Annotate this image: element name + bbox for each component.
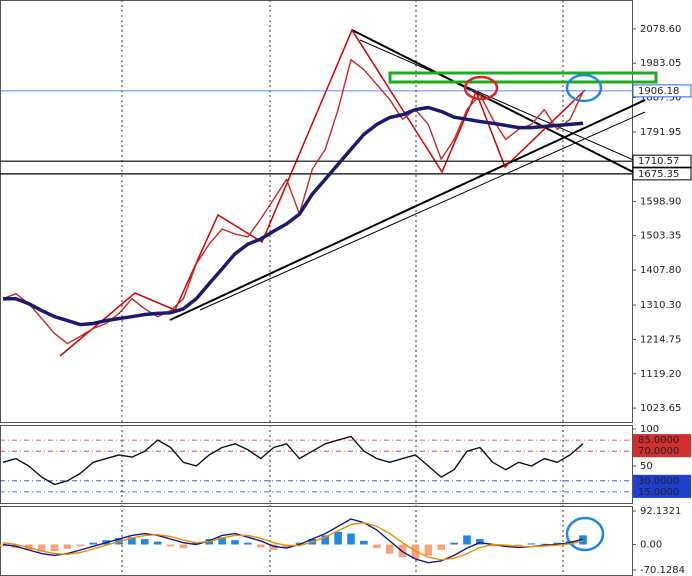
y-tick-label: 1214.75 bbox=[640, 334, 681, 345]
resistance-box bbox=[388, 71, 658, 84]
histogram-bar bbox=[192, 542, 201, 545]
histogram-bar bbox=[321, 535, 330, 545]
y-tick-label: 100 bbox=[640, 424, 659, 435]
histogram-bar bbox=[360, 540, 368, 545]
histogram-bar bbox=[450, 542, 458, 545]
highlight-ellipse bbox=[565, 73, 603, 103]
y-tick-label: 1887.50 bbox=[640, 93, 681, 104]
rsi-panel-frame bbox=[0, 425, 633, 504]
y-tick-label: 1310.30 bbox=[640, 300, 681, 311]
histogram-bar bbox=[476, 539, 484, 545]
trendline bbox=[359, 39, 646, 166]
vertical-grid bbox=[121, 0, 564, 576]
highlight-ellipse bbox=[463, 75, 499, 101]
zigzag bbox=[59, 28, 586, 357]
price-label-box bbox=[632, 84, 692, 98]
histogram-bar bbox=[50, 544, 59, 552]
histogram-bar bbox=[256, 544, 265, 548]
y-tick-label: 1119.20 bbox=[640, 369, 681, 380]
histogram-bar bbox=[166, 544, 175, 547]
histogram-bar bbox=[488, 544, 497, 547]
histogram-bar bbox=[0, 544, 7, 547]
level-label: 30.0000 bbox=[638, 476, 679, 487]
histogram-bar bbox=[463, 535, 471, 545]
level-label-box bbox=[633, 445, 691, 458]
histogram-bar bbox=[269, 544, 278, 550]
y-tick-label: 1791.95 bbox=[640, 127, 681, 138]
price-panel-frame bbox=[0, 0, 633, 423]
y-tick-label: 50 bbox=[640, 461, 653, 472]
series-line bbox=[2, 59, 584, 345]
y-tick-label: 1023.65 bbox=[640, 403, 681, 414]
histogram-bar bbox=[128, 537, 136, 545]
price-label: 1906.18 bbox=[638, 86, 679, 97]
highlight-ellipse bbox=[565, 516, 605, 552]
y-tick-label: 1503.35 bbox=[640, 231, 681, 242]
histogram-bar bbox=[140, 539, 149, 545]
histogram-bar bbox=[437, 544, 446, 550]
histogram-bar bbox=[347, 533, 355, 545]
level-label: 15.0000 bbox=[638, 487, 679, 498]
histogram-bar bbox=[76, 544, 85, 547]
histogram-bar bbox=[89, 542, 98, 545]
price-label: 1675.35 bbox=[638, 169, 679, 180]
histogram-bar bbox=[63, 544, 72, 549]
histogram-bar bbox=[282, 544, 291, 549]
trend-drawings bbox=[59, 28, 658, 552]
y-tick-label: 1407.80 bbox=[640, 265, 681, 276]
series-line bbox=[3, 105, 584, 327]
histogram-bar bbox=[553, 542, 562, 545]
histogram-bar bbox=[579, 535, 587, 545]
y-tick-label: 92.1321 bbox=[640, 506, 681, 517]
histogram-bar bbox=[295, 542, 304, 545]
price-label: 1710.57 bbox=[638, 156, 679, 167]
histogram-bar bbox=[244, 542, 252, 545]
histogram-bar bbox=[231, 540, 239, 545]
histogram-bar bbox=[514, 544, 523, 547]
trendline bbox=[199, 111, 646, 311]
level-label-box bbox=[633, 434, 691, 447]
y-tick-label: -70.1284 bbox=[640, 565, 685, 576]
y-tick-label: 0.00 bbox=[640, 540, 662, 551]
series-line bbox=[2, 522, 584, 561]
level-label: 85.0000 bbox=[638, 435, 679, 446]
histogram-bar bbox=[424, 544, 433, 556]
histogram-bar bbox=[372, 544, 381, 549]
histogram-bar bbox=[540, 543, 549, 545]
y-tick-label: 1983.05 bbox=[640, 58, 681, 69]
histogram-bar bbox=[334, 531, 342, 545]
histogram-bar bbox=[385, 544, 394, 554]
y-tick-label: 1598.90 bbox=[640, 196, 681, 207]
histogram-bar bbox=[527, 543, 536, 545]
trendline bbox=[169, 99, 646, 321]
series-line bbox=[2, 435, 584, 486]
histogram-bar bbox=[153, 541, 162, 545]
price-label-box bbox=[632, 154, 692, 168]
price-label-box bbox=[632, 167, 692, 181]
y-tick-label: 2078.60 bbox=[640, 24, 681, 35]
level-label-box bbox=[633, 474, 691, 487]
histogram-bar bbox=[37, 544, 46, 552]
histogram-bar bbox=[218, 537, 226, 545]
level-label-box bbox=[633, 485, 691, 498]
histogram-bar bbox=[179, 544, 188, 549]
trendline bbox=[351, 29, 646, 179]
level-label: 70.0000 bbox=[638, 446, 679, 457]
